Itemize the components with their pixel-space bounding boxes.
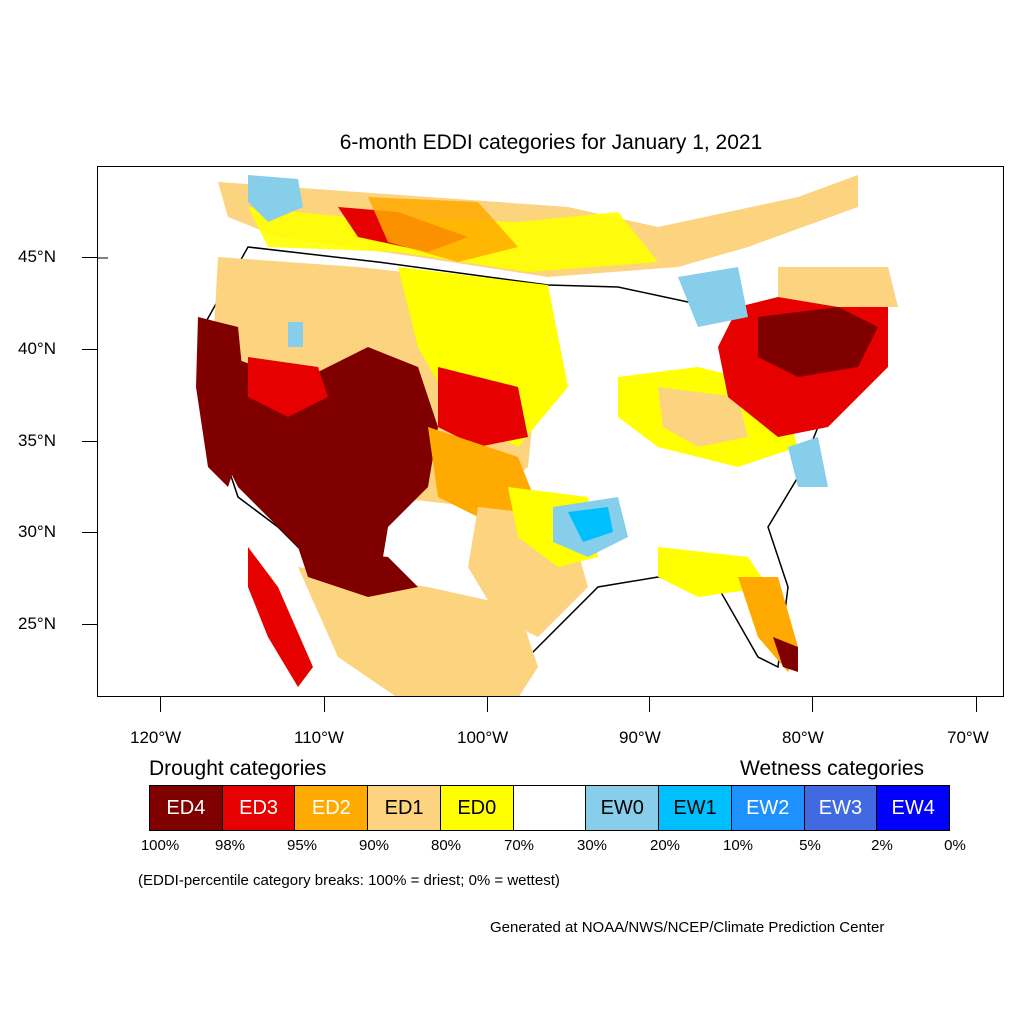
region-west-coast-ed4	[196, 317, 248, 487]
lon-label-100w: 100°W	[457, 728, 509, 747]
lat-tick	[82, 441, 97, 442]
legend-box-ew1: EW1	[659, 786, 732, 830]
break-label: 2%	[871, 837, 893, 854]
region-southwest-ed4	[203, 347, 438, 587]
region-northeast-ed4	[758, 307, 878, 377]
lon-label-70w: 70°W	[947, 728, 989, 747]
break-label: 80%	[430, 837, 462, 854]
legend-colorbar: ED4 ED3 ED2 ED1 ED0 EW0 EW1 EW2 EW3 EW4	[149, 785, 950, 831]
map-plot-area	[97, 166, 1004, 697]
region-arkansas-ew2	[568, 507, 613, 542]
break-label: 10%	[722, 837, 754, 854]
lon-tick	[649, 697, 650, 712]
lon-tick	[160, 697, 161, 712]
legend-box-neutral	[513, 786, 587, 830]
lon-tick	[487, 697, 488, 712]
lon-tick	[976, 697, 977, 712]
lon-label-110w: 110°W	[294, 728, 344, 747]
legend-box-ew0: EW0	[586, 786, 660, 830]
region-northeast-ed1	[778, 267, 898, 307]
break-label: 5%	[799, 837, 821, 854]
region-virginia-ew0	[788, 437, 828, 487]
drought-heading: Drought categories	[149, 757, 327, 780]
credit-text: Generated at NOAA/NWS/NCEP/Climate Predi…	[490, 919, 885, 936]
region-front-range-ed3	[438, 367, 528, 447]
lat-label-30n: 30°N	[18, 522, 56, 541]
legend-box-ed2: ED2	[295, 786, 369, 830]
region-great-basin-ed3	[248, 357, 328, 417]
lat-label-40n: 40°N	[18, 339, 56, 358]
break-label: 70%	[503, 837, 535, 854]
break-label: 98%	[214, 837, 246, 854]
wetness-heading: Wetness categories	[740, 757, 925, 780]
break-label: 95%	[286, 837, 318, 854]
lon-label-120w: 120°W	[130, 728, 182, 747]
region-oregon-ew0	[288, 322, 303, 347]
lat-label-45n: 45°N	[18, 247, 56, 266]
region-mexico-ed4	[298, 547, 418, 597]
region-plains-ed0	[398, 267, 568, 447]
region-great-lakes-ew0	[678, 267, 748, 327]
lat-tick	[82, 257, 97, 258]
legend-box-ed1: ED1	[368, 786, 441, 830]
region-florida-ed4	[773, 637, 798, 672]
eddi-map	[98, 175, 898, 696]
region-alberta-orange	[368, 197, 518, 262]
legend-box-ed3: ED3	[222, 786, 296, 830]
legend-box-ew3: EW3	[804, 786, 878, 830]
category-note: (EDDI-percentile category breaks: 100% =…	[138, 872, 560, 889]
break-label: 0%	[944, 837, 966, 854]
legend-box-ew2: EW2	[731, 786, 805, 830]
lat-tick	[82, 349, 97, 350]
region-plains-ed2	[428, 427, 538, 527]
break-label: 90%	[358, 837, 390, 854]
lat-tick	[82, 624, 97, 625]
legend-box-ed0: ED0	[440, 786, 514, 830]
lon-label-90w: 90°W	[619, 728, 661, 747]
break-label: 30%	[576, 837, 608, 854]
lon-tick	[812, 697, 813, 712]
legend-box-ew4: EW4	[877, 786, 950, 830]
lon-label-80w: 80°W	[782, 728, 824, 747]
region-bc-blue	[248, 175, 303, 222]
lat-label-25n: 25°N	[18, 614, 56, 633]
legend-box-ed4: ED4	[150, 786, 223, 830]
lon-tick	[324, 697, 325, 712]
region-baja	[248, 547, 313, 687]
break-label: 20%	[649, 837, 681, 854]
lat-label-35n: 35°N	[18, 431, 56, 450]
region-midwest-ed1	[658, 387, 748, 447]
lat-tick	[82, 532, 97, 533]
break-label: 100%	[140, 837, 180, 854]
map-title: 6-month EDDI categories for January 1, 2…	[339, 131, 763, 154]
region-mexico-ed1	[298, 567, 538, 696]
